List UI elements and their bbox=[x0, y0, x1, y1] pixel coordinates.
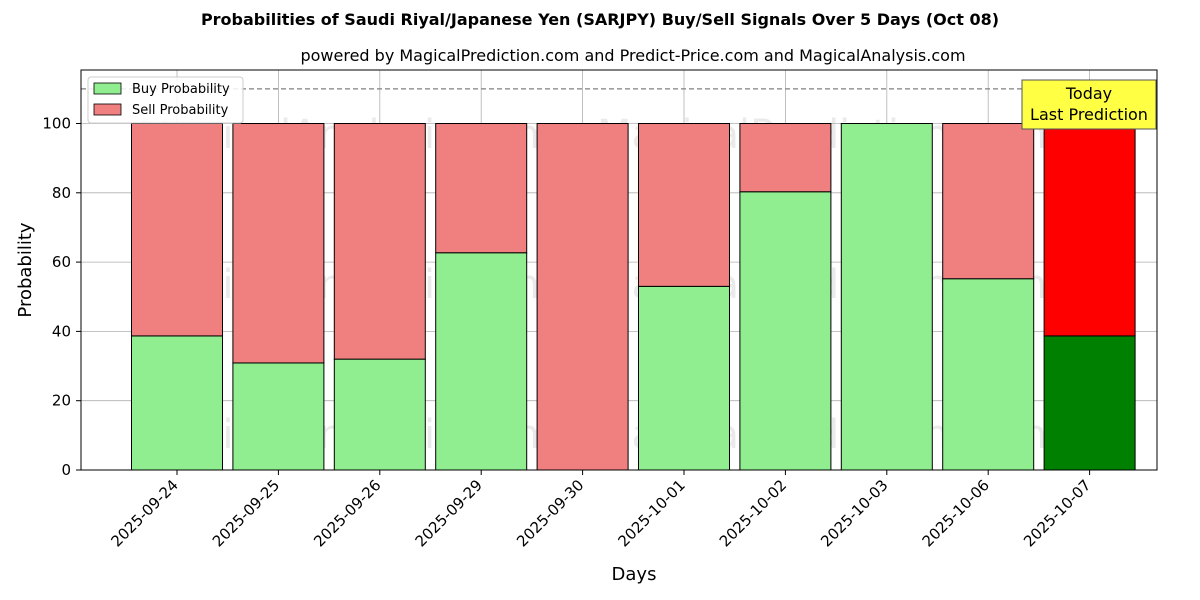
x-tick-label: 2025-10-07 bbox=[1020, 476, 1094, 550]
sell-bar bbox=[333, 123, 426, 360]
buy-bar bbox=[435, 252, 528, 471]
x-tick-label: 2025-09-25 bbox=[209, 476, 283, 550]
legend: Buy Probability Sell Probability bbox=[87, 76, 244, 124]
buy-bar bbox=[638, 285, 730, 471]
sell-bar bbox=[232, 123, 325, 364]
sell-bar bbox=[131, 123, 223, 337]
x-tick-label: 2025-10-06 bbox=[919, 476, 993, 550]
x-tick-label: 2025-09-30 bbox=[513, 476, 587, 550]
buy-bar bbox=[333, 358, 426, 471]
sell-bar bbox=[942, 123, 1035, 280]
legend-sell-swatch bbox=[93, 103, 122, 116]
y-tick-label: 60 bbox=[52, 253, 71, 271]
buy-bar bbox=[739, 191, 832, 471]
y-tick-label: 20 bbox=[52, 392, 71, 410]
x-axis-label: Days bbox=[612, 564, 657, 585]
sell-bar bbox=[536, 123, 629, 471]
x-tick-label: 2025-09-29 bbox=[412, 476, 486, 550]
annotation-box bbox=[1021, 79, 1157, 130]
chart-title: Probabilities of Saudi Riyal/Japanese Ye… bbox=[200, 10, 1000, 29]
legend-box bbox=[87, 76, 244, 124]
buy-bar bbox=[942, 278, 1035, 471]
sell-bar bbox=[638, 123, 730, 287]
plot-frame bbox=[80, 69, 1158, 471]
legend-buy-label: Buy Probability bbox=[132, 82, 230, 97]
x-tick-label: 2025-09-24 bbox=[107, 476, 181, 550]
y-tick-label: 80 bbox=[52, 184, 71, 202]
sell-bar bbox=[1043, 123, 1136, 337]
x-tick-label: 2025-10-01 bbox=[614, 476, 688, 550]
today-annotation: Today Last Prediction bbox=[1021, 79, 1157, 130]
y-tick-label: 40 bbox=[52, 322, 71, 340]
y-axis-label: Probability bbox=[15, 222, 36, 317]
buy-bar bbox=[840, 123, 933, 471]
y-tick-label: 0 bbox=[61, 461, 71, 479]
legend-sell-label: Sell Probability bbox=[132, 103, 229, 118]
chart-subtitle: powered by MagicalPrediction.com and Pre… bbox=[300, 46, 966, 65]
sell-bar bbox=[739, 123, 832, 193]
annotation-line2: Last Prediction bbox=[1030, 105, 1148, 124]
annotation-line1: Today bbox=[1065, 84, 1112, 103]
y-tick-label: 100 bbox=[42, 115, 71, 133]
x-tick-label: 2025-10-02 bbox=[716, 476, 790, 550]
sell-bar bbox=[435, 123, 528, 254]
x-tick-label: 2025-10-03 bbox=[817, 476, 891, 550]
buy-bar bbox=[131, 335, 223, 471]
x-tick-label: 2025-09-26 bbox=[310, 476, 384, 550]
buy-bar bbox=[232, 362, 325, 471]
legend-buy-swatch bbox=[93, 82, 122, 95]
bar-layer bbox=[131, 123, 1136, 471]
buy-bar bbox=[1043, 335, 1136, 471]
